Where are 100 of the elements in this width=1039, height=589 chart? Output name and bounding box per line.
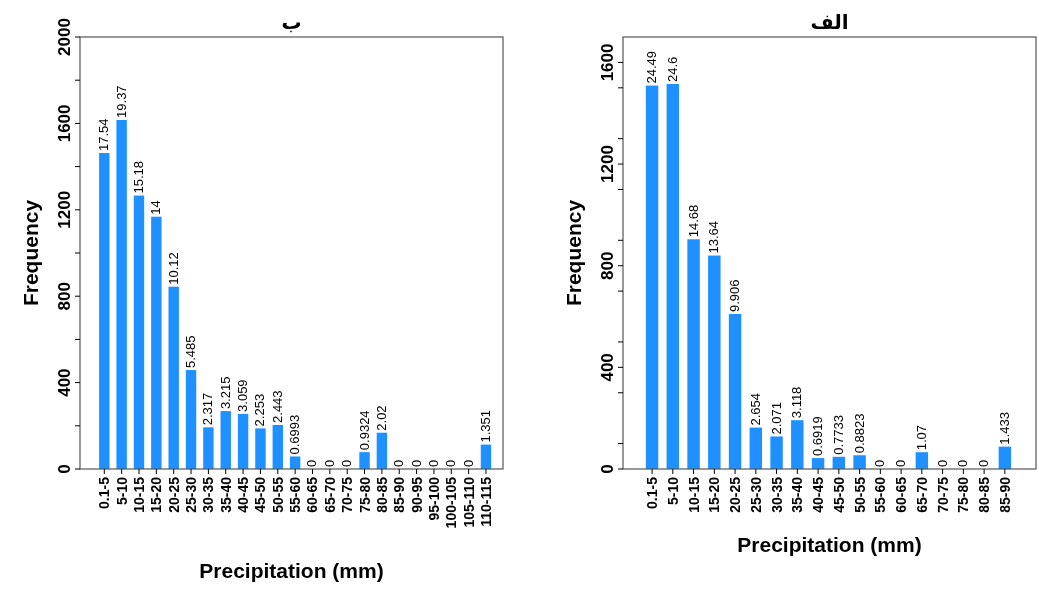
x-tick-label: 80-85 [373,476,390,513]
annotation: 0.6993 [287,414,303,455]
x-tick-label: 55-60 [287,476,304,513]
bar [666,84,680,469]
x-tick-label: 35-40 [217,476,234,513]
annotation: 0 [321,459,337,467]
y-tick-label: 400 [55,368,74,397]
bar [237,413,249,469]
annotation: 15.18 [130,161,146,194]
x-tick-label: 40-45 [235,476,252,513]
x-tick-label: 45-50 [830,476,847,513]
annotation: 0.9324 [356,410,372,451]
bar [376,432,388,469]
y-tick-label: 800 [598,251,617,280]
x-tick-label: 50-55 [269,476,286,513]
y-tick-label: 0 [598,464,617,474]
x-tick-label: 20-25 [727,476,744,513]
bar [708,255,721,469]
bar [853,455,866,469]
x-tick-label: 5-10 [113,476,130,506]
x-tick-label: 45-50 [252,476,269,513]
x-tick-label: 70-75 [934,476,951,513]
annotation: 1.351 [478,410,493,443]
annotation: 9.906 [727,279,743,312]
bar [133,195,145,469]
x-tick-label: 0.1-5 [644,476,661,509]
annotation: 0.6919 [810,416,826,457]
bar [998,446,1012,469]
annotation: 3.215 [217,376,233,410]
x-tick-label: 25-30 [183,476,200,513]
y-tick-label: 800 [55,282,74,311]
annotation: 2.02 [373,405,389,431]
annotation: 10.12 [165,252,181,285]
bar [728,313,742,469]
x-tick-label: 105-110 [460,476,477,528]
annotation: 0 [408,459,424,467]
x-tick-label: 15-20 [706,476,723,513]
annotation: 2.071 [768,401,784,435]
x-tick-label: 30-35 [200,476,217,513]
x-tick-label: 50-55 [851,476,868,513]
x-tick-label: 25-30 [747,476,764,513]
x-tick-label: 95-100 [425,476,442,521]
x-tick-label: 35-40 [789,476,806,513]
annotation: 14 [148,200,164,215]
x-tick-label: 110-115 [478,476,494,527]
annotation: 0 [443,459,459,467]
chart-title: الف [810,10,849,34]
x-tick-label: 60-65 [304,476,321,513]
bar [791,420,804,469]
annotation: 5.485 [183,335,199,369]
annotation: 0 [976,459,992,467]
x-axis-title: Precipitation (mm) [737,533,922,556]
bar [220,411,231,469]
x-tick-label: 75-80 [955,476,972,513]
y-axis-title: Frequency [562,199,585,307]
x-tick-label: 70-75 [339,476,356,513]
annotation: 0 [955,459,971,467]
x-tick-label: 60-65 [893,476,910,513]
bar [359,452,370,469]
x-tick-label: 10-15 [685,476,702,513]
annotation: 0.8823 [851,413,867,454]
bar [645,85,659,469]
bar [203,427,214,469]
annotation: 3.118 [789,386,805,419]
annotation: 24.6 [664,56,680,83]
bar [272,424,283,469]
annotation: 3.059 [235,379,251,412]
y-tick-label: 2000 [55,18,74,56]
x-tick-label: 85-90 [996,476,1013,513]
bar [749,427,763,469]
x-tick-label: 85-90 [391,476,408,513]
x-axis-title: Precipitation (mm) [199,559,384,582]
annotation: 0 [934,459,950,467]
y-tick-label: 1600 [55,104,74,143]
annotation: 19.37 [113,85,129,118]
bar [168,286,179,469]
bar [289,456,301,469]
x-tick-label: 55-60 [872,476,889,513]
bar [770,436,783,469]
annotation: 2.654 [747,393,763,426]
annotation: 13.64 [706,220,722,254]
x-tick-label: 10-15 [130,476,147,513]
x-tick-label: 20-25 [165,476,182,513]
annotation: 1.07 [913,424,929,451]
y-tick-label: 0 [55,464,74,474]
annotation: 24.49 [644,50,660,84]
y-tick-label: 400 [598,353,617,382]
annotation: 14.68 [685,204,701,238]
y-tick-label: 1200 [598,145,617,183]
annotation: 0 [339,459,355,467]
annotation: 0 [425,459,441,467]
annotation: 0 [872,459,888,467]
x-tick-label: 15-20 [148,476,165,513]
annotation: 2.317 [200,392,216,426]
annotation: 0 [893,459,909,467]
y-tick-label: 1600 [598,43,617,82]
annotation: 0 [304,459,320,467]
y-axis-title: Frequency [19,199,42,307]
annotation: 1.433 [996,412,1012,445]
chart-title: ب [281,10,302,34]
